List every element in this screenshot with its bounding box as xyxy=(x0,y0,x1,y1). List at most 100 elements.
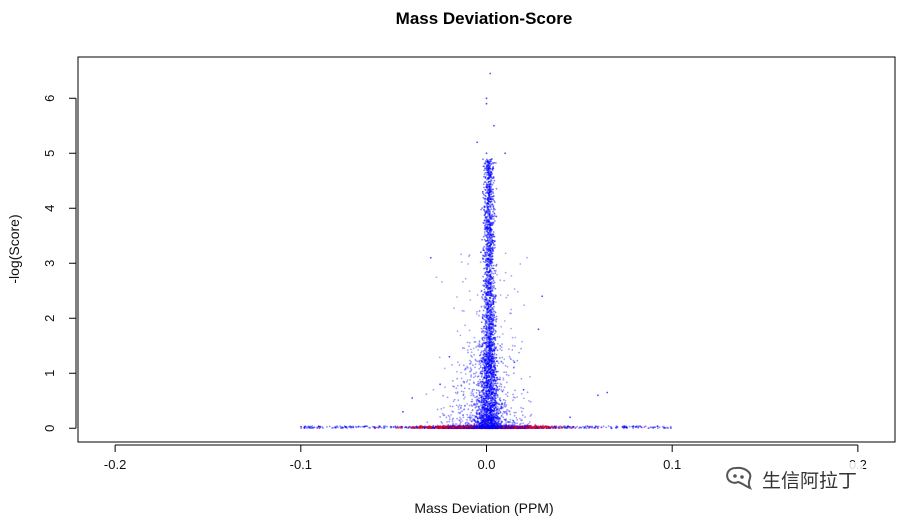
data-point xyxy=(492,182,495,184)
data-point xyxy=(491,191,494,193)
data-point xyxy=(488,320,491,323)
data-point xyxy=(396,426,399,429)
data-point xyxy=(382,427,385,429)
data-point xyxy=(316,427,319,430)
data-point xyxy=(584,426,587,429)
data-point xyxy=(567,425,569,428)
data-point xyxy=(492,282,495,285)
data-point xyxy=(386,425,388,428)
data-point xyxy=(631,425,634,428)
data-point xyxy=(480,305,483,308)
data-point xyxy=(590,426,593,429)
data-point xyxy=(495,187,498,190)
data-point xyxy=(667,427,669,430)
data-point xyxy=(332,427,334,429)
data-point xyxy=(484,172,487,174)
data-point xyxy=(352,426,355,429)
data-point xyxy=(580,426,582,429)
data-point xyxy=(482,275,484,278)
data-point xyxy=(424,426,427,429)
data-point xyxy=(594,426,597,428)
data-point xyxy=(489,393,492,396)
data-point xyxy=(615,427,618,429)
data-point xyxy=(483,231,486,233)
data-point xyxy=(484,313,487,316)
data-point xyxy=(339,427,342,429)
data-point xyxy=(492,231,495,233)
data-point xyxy=(481,337,484,340)
data-point xyxy=(578,427,580,430)
data-point xyxy=(656,425,659,428)
data-point xyxy=(482,209,485,211)
data-point xyxy=(493,240,496,243)
data-point xyxy=(488,165,491,168)
data-point xyxy=(493,199,495,202)
data-point xyxy=(657,427,659,429)
chart-title: Mass Deviation-Score xyxy=(396,9,573,28)
data-point xyxy=(585,425,587,427)
data-point xyxy=(489,267,491,269)
data-point xyxy=(494,294,497,296)
data-point xyxy=(493,305,495,308)
data-point xyxy=(484,334,486,337)
data-point xyxy=(487,383,489,385)
data-point xyxy=(363,425,366,428)
data-point xyxy=(339,425,342,428)
plot-frame xyxy=(77,56,896,443)
data-point xyxy=(551,426,554,429)
data-point xyxy=(574,426,577,429)
data-point xyxy=(378,425,380,427)
data-point xyxy=(663,427,665,429)
data-point xyxy=(478,310,481,312)
data-point xyxy=(495,409,498,412)
data-point xyxy=(495,315,498,318)
data-point xyxy=(494,246,496,249)
data-point xyxy=(605,426,608,429)
data-point xyxy=(561,427,564,429)
data-point xyxy=(345,426,348,428)
data-point xyxy=(420,427,423,429)
data-point xyxy=(534,423,537,426)
data-point xyxy=(478,397,480,400)
data-point xyxy=(625,426,628,428)
data-point xyxy=(404,425,407,428)
data-point xyxy=(483,186,485,189)
data-point xyxy=(569,427,571,430)
data-point xyxy=(426,426,428,429)
data-point xyxy=(488,252,491,255)
data-point xyxy=(486,251,489,254)
data-points xyxy=(299,72,673,430)
data-point xyxy=(602,425,605,428)
data-point xyxy=(582,425,584,428)
data-point xyxy=(652,426,655,429)
data-point xyxy=(485,240,487,243)
data-point xyxy=(492,175,495,178)
data-point xyxy=(489,312,492,315)
data-point xyxy=(432,424,435,427)
data-point xyxy=(428,426,431,429)
data-point xyxy=(492,209,495,211)
data-point xyxy=(492,188,494,191)
data-point xyxy=(491,203,494,205)
data-point xyxy=(488,191,491,194)
data-point xyxy=(483,169,486,172)
data-point xyxy=(572,425,575,428)
data-point xyxy=(369,426,372,429)
data-point xyxy=(336,425,339,427)
data-point xyxy=(482,235,485,238)
data-point xyxy=(571,426,573,428)
data-point xyxy=(415,425,418,428)
data-point xyxy=(484,160,487,163)
data-point xyxy=(481,207,484,210)
data-point xyxy=(637,426,640,429)
data-point xyxy=(490,176,493,179)
data-point xyxy=(495,263,498,266)
data-point xyxy=(661,425,664,428)
data-point xyxy=(392,426,395,428)
data-point xyxy=(658,426,661,429)
data-point xyxy=(308,426,311,429)
data-point xyxy=(491,224,493,227)
data-point xyxy=(321,426,324,428)
data-point xyxy=(492,244,495,246)
data-point xyxy=(341,426,344,429)
